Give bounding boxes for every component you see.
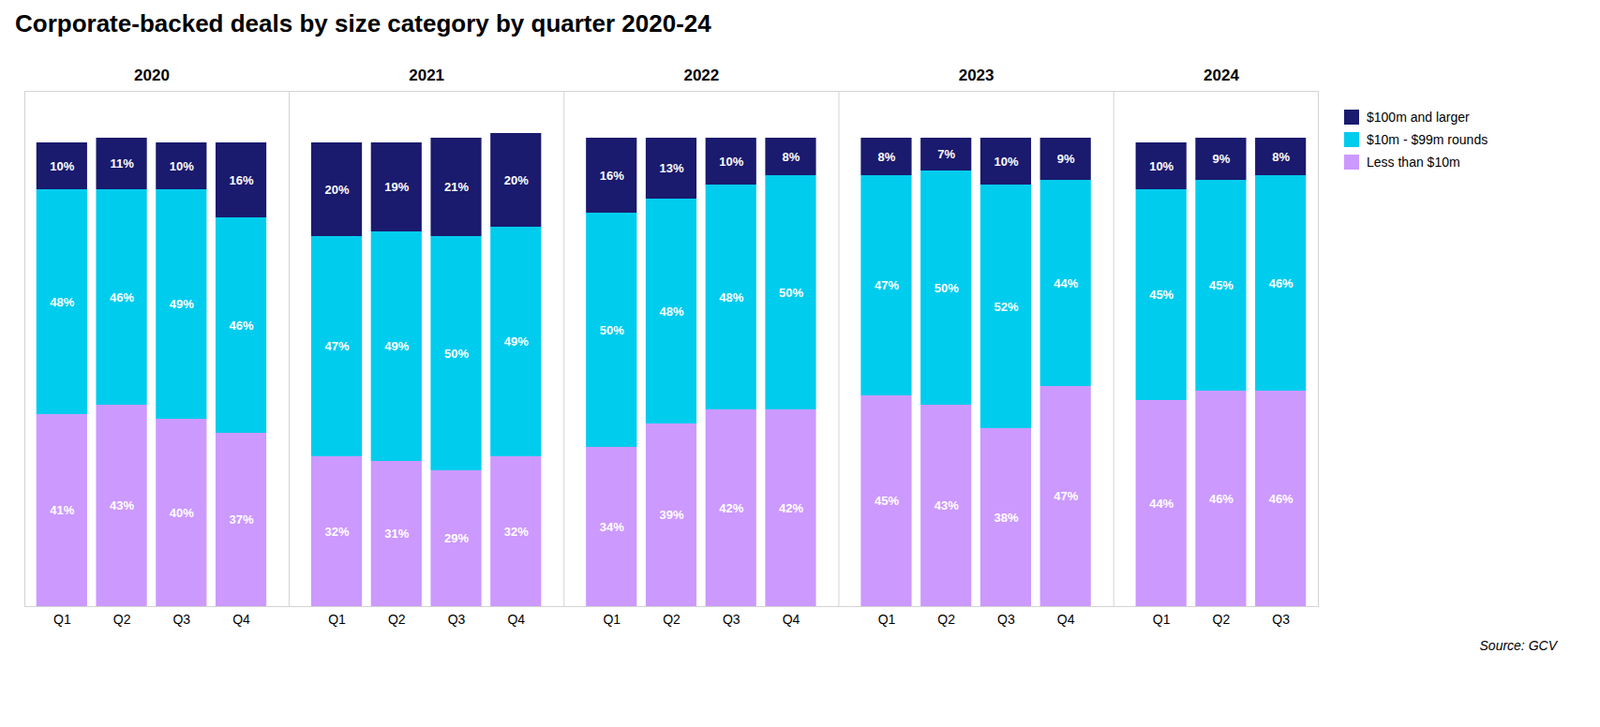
- svg-text:44%: 44%: [1053, 276, 1078, 291]
- svg-text:Q1: Q1: [602, 612, 621, 628]
- svg-text:42%: 42%: [778, 501, 804, 516]
- svg-text:31%: 31%: [384, 526, 409, 541]
- svg-text:Q2: Q2: [662, 612, 681, 628]
- svg-text:32%: 32%: [325, 524, 350, 539]
- svg-text:50%: 50%: [934, 281, 959, 296]
- svg-text:47%: 47%: [1053, 489, 1078, 504]
- svg-text:47%: 47%: [325, 339, 350, 354]
- svg-text:49%: 49%: [169, 297, 195, 312]
- svg-text:2024: 2024: [1203, 66, 1240, 85]
- svg-text:Q3: Q3: [997, 612, 1016, 628]
- svg-text:Q4: Q4: [1057, 612, 1076, 628]
- svg-text:Q2: Q2: [388, 612, 406, 628]
- svg-text:Q1: Q1: [53, 612, 72, 628]
- html-text:$10m - $99m rounds: $10m - $99m rounds: [1366, 132, 1488, 148]
- svg-text:32%: 32%: [504, 524, 529, 539]
- svg-text:40%: 40%: [169, 506, 195, 521]
- svg-text:16%: 16%: [229, 173, 255, 188]
- svg-text:29%: 29%: [444, 531, 469, 546]
- svg-text:2021: 2021: [408, 66, 445, 85]
- svg-text:19%: 19%: [384, 179, 409, 195]
- svg-text:41%: 41%: [49, 503, 75, 518]
- svg-text:Q2: Q2: [1212, 612, 1231, 628]
- svg-text:8%: 8%: [782, 149, 801, 165]
- svg-text:7%: 7%: [937, 147, 956, 162]
- svg-text:37%: 37%: [229, 512, 255, 527]
- svg-text:10%: 10%: [993, 154, 1018, 169]
- svg-text:46%: 46%: [1269, 492, 1294, 507]
- svg-text:Q1: Q1: [878, 612, 897, 628]
- svg-text:Q4: Q4: [232, 612, 251, 628]
- svg-text:Q3: Q3: [722, 612, 741, 628]
- svg-text:49%: 49%: [504, 334, 529, 349]
- svg-text:43%: 43%: [109, 498, 135, 513]
- svg-text:2023: 2023: [958, 66, 995, 85]
- svg-text:44%: 44%: [1149, 496, 1174, 511]
- svg-text:8%: 8%: [878, 149, 897, 165]
- svg-text:45%: 45%: [874, 493, 899, 509]
- svg-text:2020: 2020: [134, 66, 170, 85]
- svg-text:42%: 42%: [718, 501, 744, 516]
- svg-text:20%: 20%: [325, 182, 350, 197]
- svg-text:10%: 10%: [1149, 159, 1174, 174]
- svg-text:50%: 50%: [444, 346, 469, 361]
- svg-text:11%: 11%: [109, 156, 135, 171]
- svg-text:9%: 9%: [1057, 151, 1076, 166]
- svg-text:45%: 45%: [1209, 278, 1234, 293]
- svg-text:46%: 46%: [229, 318, 255, 333]
- svg-text:Q2: Q2: [937, 612, 956, 628]
- svg-text:46%: 46%: [1209, 492, 1234, 507]
- svg-text:16%: 16%: [599, 168, 625, 183]
- svg-text:20%: 20%: [504, 173, 529, 188]
- svg-text:48%: 48%: [718, 290, 744, 305]
- svg-text:10%: 10%: [169, 159, 195, 174]
- svg-text:48%: 48%: [658, 304, 684, 319]
- svg-text:45%: 45%: [1149, 287, 1174, 302]
- svg-text:46%: 46%: [109, 290, 135, 305]
- html-text:Corporate-backed deals by size: Corporate-backed deals by size category …: [14, 9, 712, 38]
- svg-text:8%: 8%: [1271, 149, 1290, 165]
- svg-text:43%: 43%: [934, 498, 959, 513]
- svg-text:50%: 50%: [599, 323, 625, 338]
- svg-text:34%: 34%: [599, 520, 625, 535]
- svg-text:52%: 52%: [993, 299, 1018, 315]
- svg-text:38%: 38%: [993, 510, 1018, 525]
- svg-text:2022: 2022: [683, 66, 719, 85]
- svg-text:Q3: Q3: [448, 612, 466, 628]
- svg-text:Q4: Q4: [782, 612, 801, 628]
- html-text:$100m and larger: $100m and larger: [1366, 109, 1470, 125]
- svg-text:10%: 10%: [49, 159, 75, 174]
- svg-text:10%: 10%: [718, 154, 744, 169]
- svg-text:13%: 13%: [658, 161, 684, 176]
- html-text:Source: GCV: Source: GCV: [1479, 638, 1557, 654]
- svg-text:Q1: Q1: [1152, 612, 1171, 628]
- svg-text:21%: 21%: [444, 179, 469, 195]
- svg-text:9%: 9%: [1212, 151, 1231, 166]
- svg-text:48%: 48%: [49, 295, 75, 310]
- svg-text:Q3: Q3: [172, 612, 191, 628]
- svg-text:Q2: Q2: [113, 612, 132, 628]
- svg-text:47%: 47%: [874, 278, 899, 293]
- svg-text:50%: 50%: [778, 285, 804, 300]
- html-text:Less than $10m: Less than $10m: [1366, 154, 1460, 170]
- svg-text:Q3: Q3: [1271, 612, 1290, 628]
- svg-text:39%: 39%: [658, 508, 684, 523]
- svg-text:Q1: Q1: [328, 612, 346, 628]
- svg-text:Q4: Q4: [507, 612, 525, 628]
- svg-text:46%: 46%: [1269, 276, 1294, 291]
- svg-text:49%: 49%: [384, 339, 409, 354]
